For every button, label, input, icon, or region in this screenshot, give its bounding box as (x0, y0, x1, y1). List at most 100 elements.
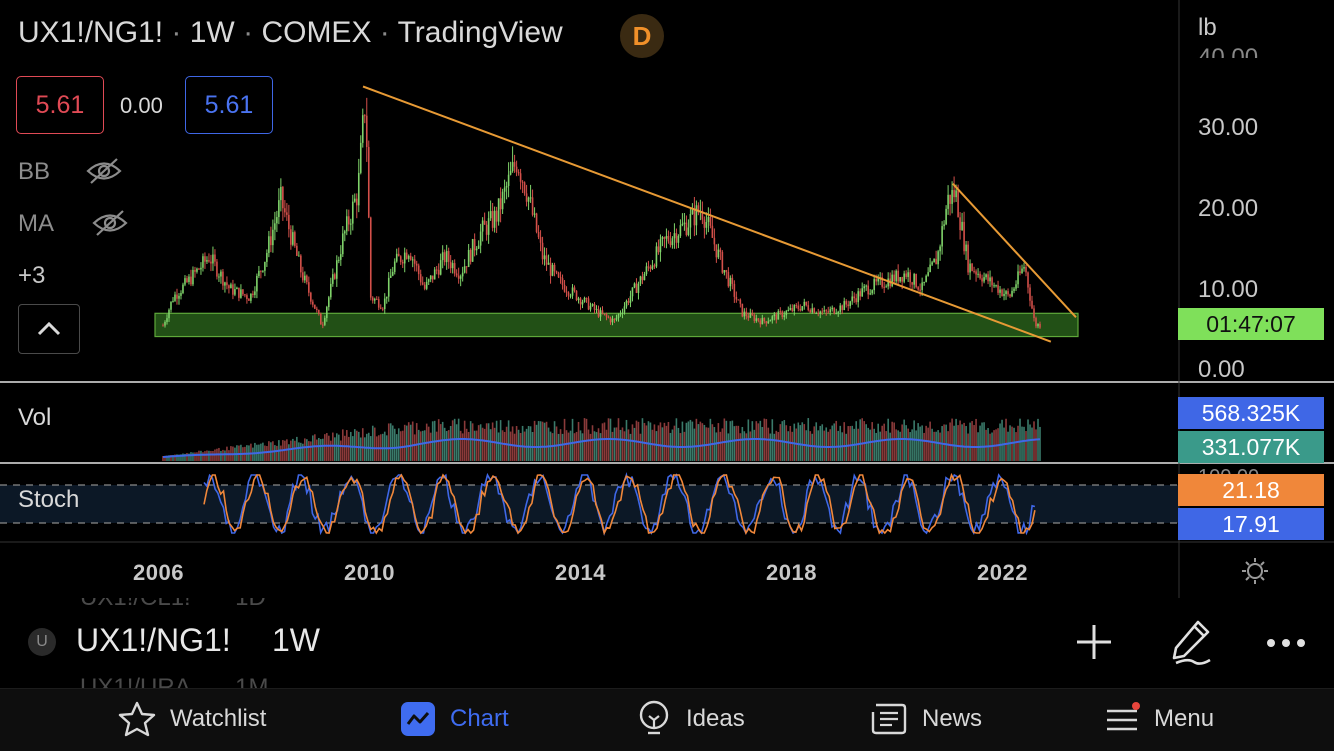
support-zone (154, 312, 1079, 338)
candle-body (513, 162, 516, 167)
volume-bar (463, 420, 466, 461)
volume-bar (1005, 418, 1007, 461)
candle-body (1011, 290, 1013, 297)
candle-body (573, 287, 576, 291)
candle-body (625, 300, 628, 307)
candle-body (389, 275, 392, 278)
volume-bar (961, 424, 963, 461)
candle-body (927, 272, 929, 276)
candle-body (589, 305, 592, 310)
stoch-label[interactable]: Stoch (18, 486, 80, 513)
nav-news[interactable]: News (870, 700, 982, 738)
candle-body (975, 271, 977, 275)
candle-body (308, 282, 310, 293)
collapse-indicators-button[interactable] (18, 304, 80, 354)
current-symbol[interactable]: UX1!/NG1! (76, 622, 231, 658)
candle-body (296, 245, 298, 256)
candle-body (865, 285, 867, 287)
more-indicators-label[interactable]: +3 (18, 262, 46, 289)
ghost-symbol-previous[interactable]: UX1!/CL1! 1D (80, 598, 266, 612)
volume-bar (427, 426, 430, 461)
volume-bar (202, 452, 204, 461)
volume-label[interactable]: Vol (18, 404, 52, 431)
nav-menu[interactable]: Menu (1104, 700, 1214, 738)
candle-body (989, 277, 991, 282)
candle-body (911, 282, 913, 285)
candle-body (707, 217, 710, 222)
volume-bar (699, 421, 702, 461)
nav-ideas[interactable]: Ideas (636, 700, 745, 738)
candle-body (256, 275, 258, 292)
year-tick: 2010 (344, 560, 395, 585)
volume-bar (777, 432, 780, 461)
draw-pen-icon[interactable] (1168, 618, 1214, 671)
price-tick: 40.00 (1198, 44, 1259, 58)
symbol-bar (0, 598, 1334, 686)
current-interval[interactable]: 1W (272, 622, 320, 658)
ghost-symbol-next[interactable]: UX1!/URA 1M (80, 674, 269, 688)
candle-body (561, 278, 564, 285)
candle-body (715, 244, 718, 258)
volume-bar (969, 422, 971, 461)
candle-body (901, 277, 903, 282)
candle-body (755, 318, 758, 321)
delayed-badge[interactable]: D (620, 14, 664, 58)
volume-bar (877, 423, 879, 461)
candle-body (407, 255, 410, 259)
nav-watchlist[interactable]: Watchlist (118, 700, 266, 738)
more-options-icon[interactable] (1266, 636, 1306, 654)
volume-bar (981, 422, 983, 461)
buy-price-button[interactable]: 5.61 (185, 76, 273, 134)
volume-bar (653, 424, 656, 461)
lightbulb-icon (639, 700, 669, 735)
candle-body (270, 236, 272, 246)
candle-body (1023, 266, 1025, 269)
candle-body (238, 287, 240, 298)
chart-title[interactable]: UX1!/NG1! · 1W · COMEX · TradingView (18, 16, 563, 49)
volume-bar (222, 449, 224, 461)
chart-canvas[interactable] (0, 0, 1334, 598)
volume-bar (507, 420, 510, 461)
candle-body (324, 317, 326, 325)
candle-body (220, 271, 222, 277)
volume-bar (184, 453, 186, 461)
volume-bar (811, 433, 814, 461)
eye-off-icon[interactable] (92, 208, 128, 243)
volume-bar (547, 427, 550, 461)
candle-body (166, 318, 168, 322)
candle-body (981, 278, 983, 282)
chart-settings-icon[interactable] (1240, 556, 1270, 591)
volume-bar (753, 429, 756, 461)
candle-body (907, 272, 909, 277)
candle-body (719, 249, 722, 252)
volume-bar (387, 423, 390, 461)
volume-bar (575, 431, 578, 461)
candle-body (779, 311, 782, 313)
nav-chart[interactable]: Chart (400, 700, 509, 738)
candle-body (385, 296, 388, 299)
candle-body (759, 320, 762, 325)
candle-body (391, 271, 394, 276)
eye-off-icon[interactable] (86, 156, 122, 191)
candle-body (909, 272, 911, 283)
volume-bar (551, 433, 554, 461)
volume-bar (807, 418, 810, 461)
volume-bar (571, 418, 574, 461)
volume-bar (973, 425, 975, 461)
volume-bar (467, 431, 470, 461)
candle-body (949, 194, 951, 204)
volume-bar (543, 422, 546, 461)
candle-body (571, 287, 574, 296)
indicator-bb-label[interactable]: BB (18, 158, 51, 185)
candle-body (339, 254, 342, 260)
candle-body (933, 258, 935, 263)
candle-body (395, 253, 398, 262)
candle-body (485, 224, 488, 235)
candle-body (999, 289, 1001, 293)
volume-bar (681, 421, 684, 461)
sell-price-button[interactable]: 5.61 (16, 76, 104, 134)
add-icon[interactable] (1074, 622, 1114, 667)
indicator-ma-label[interactable]: MA (18, 210, 54, 237)
volume-bar (361, 428, 364, 461)
candle-body (172, 300, 174, 302)
